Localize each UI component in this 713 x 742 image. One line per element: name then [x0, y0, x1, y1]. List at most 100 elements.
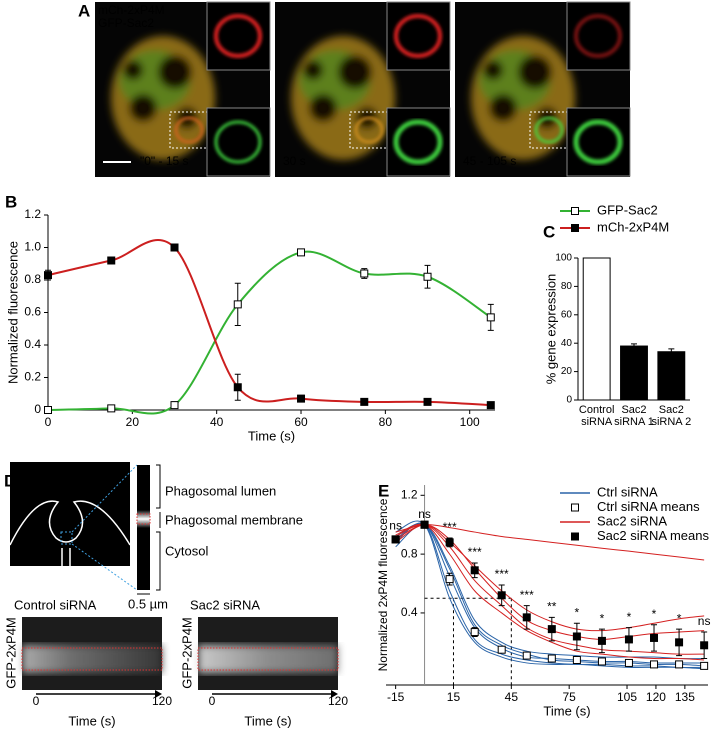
significance-label: *	[677, 611, 682, 625]
y-tick-label: 20	[561, 366, 573, 377]
kymograph-tick: 120	[152, 694, 172, 708]
data-point	[233, 383, 242, 392]
data-point	[597, 657, 606, 666]
kymograph-ylabel: GFP-2xP4M	[179, 617, 194, 689]
cell	[471, 36, 575, 160]
significance-label: *	[652, 607, 657, 621]
data-point	[497, 591, 506, 600]
kymograph-xlabel: Time (s)	[68, 713, 115, 728]
inset-ring	[393, 119, 443, 165]
inset-ring	[573, 119, 623, 165]
nucleus	[338, 55, 372, 89]
data-point	[445, 538, 454, 547]
time-label: "0" - 15 s	[140, 154, 189, 168]
significance-label: ns	[418, 507, 431, 521]
nucleus	[158, 55, 192, 89]
panel-letter: B	[5, 192, 17, 211]
y-tick-label: 0.6	[24, 305, 41, 319]
data-point	[486, 401, 495, 410]
x-tick-label: 40	[210, 415, 224, 429]
significance-label: ***	[520, 588, 534, 602]
panel-letter: C	[543, 222, 555, 241]
data-point	[547, 654, 556, 663]
nucleus	[489, 94, 517, 122]
data-point	[522, 613, 531, 622]
x-tick-label: 0	[45, 415, 52, 429]
phagosome	[534, 116, 564, 144]
y-axis-label: Normalized fluorescence	[5, 241, 20, 384]
data-point	[420, 520, 429, 529]
data-point	[700, 661, 709, 670]
region-label: Phagosomal lumen	[165, 483, 276, 498]
data-point	[360, 397, 369, 406]
y-tick-label: 0	[34, 402, 41, 416]
scale-label: 0.5 µm	[128, 596, 168, 611]
cell	[111, 36, 215, 160]
data-point	[423, 272, 432, 281]
significance-label: *	[627, 610, 632, 624]
data-point	[624, 635, 633, 644]
panel-letter: A	[78, 1, 90, 20]
y-tick-label: 80	[561, 281, 573, 292]
kymograph-tick: 0	[33, 694, 40, 708]
cell	[291, 36, 395, 160]
significance-label: ns	[389, 519, 402, 533]
kymograph-title: Sac2 siRNA	[190, 597, 260, 612]
data-point	[522, 651, 531, 660]
trace-line	[395, 522, 705, 664]
error-bar	[668, 348, 675, 356]
data-point	[572, 632, 581, 641]
data-point	[470, 628, 479, 637]
legend-label: Ctrl siRNA means	[597, 499, 700, 514]
y-tick-label: 0.4	[401, 605, 418, 619]
y-tick-label: 0.8	[401, 546, 418, 560]
error-bar	[631, 343, 637, 349]
significance-label: ***	[495, 567, 509, 581]
x-tick-label: Sac2 siRNA 2	[651, 404, 692, 428]
arrow-head	[155, 690, 162, 698]
micrograph	[95, 1, 271, 177]
x-tick-label: -15	[387, 690, 405, 704]
channel-label: mCh-2xP4M	[98, 3, 165, 17]
significance-label: ***	[443, 520, 457, 534]
data-point	[297, 394, 306, 403]
x-axis-label: Time (s)	[543, 703, 590, 718]
legend-marker	[571, 503, 579, 512]
data-point	[470, 566, 479, 575]
data-point	[170, 401, 179, 410]
bar	[620, 345, 648, 401]
phagosome	[174, 116, 204, 144]
legend-label: GFP-Sac2	[597, 202, 658, 217]
x-tick-label: 20	[126, 415, 140, 429]
y-tick-label: 0.2	[24, 370, 41, 384]
nucleus	[129, 94, 157, 122]
nucleus	[123, 60, 143, 80]
data-point	[445, 575, 454, 584]
data-point	[44, 406, 52, 414]
x-tick-label: Sac2 siRNA 1	[614, 404, 654, 428]
data-point	[297, 248, 306, 257]
x-tick-label: 45	[505, 690, 519, 704]
legend-label: Ctrl siRNA	[597, 484, 658, 499]
y-tick-label: 100	[555, 253, 572, 264]
significance-label: ***	[468, 545, 482, 559]
kymograph-xlabel: Time (s)	[244, 713, 291, 728]
nucleus	[309, 94, 337, 122]
legend-marker	[571, 224, 579, 232]
phagosome	[354, 116, 384, 144]
x-tick-label: 120	[646, 690, 666, 704]
micrograph	[275, 1, 451, 177]
panel-letter: E	[378, 481, 389, 500]
time-label: 30 s	[283, 154, 306, 168]
kymograph-tick: 0	[209, 694, 216, 708]
arrow-head	[331, 690, 338, 698]
region-label: Phagosomal membrane	[165, 512, 303, 527]
channel-label: GFP-Sac2	[98, 16, 154, 30]
data-point	[547, 625, 556, 634]
y-tick-label: 1.2	[24, 207, 41, 221]
y-tick-label: 1.0	[24, 240, 41, 254]
y-axis-label: Normalized 2xP4M fluorescence	[376, 498, 390, 671]
series-line	[47, 250, 492, 415]
data-point	[700, 641, 709, 650]
